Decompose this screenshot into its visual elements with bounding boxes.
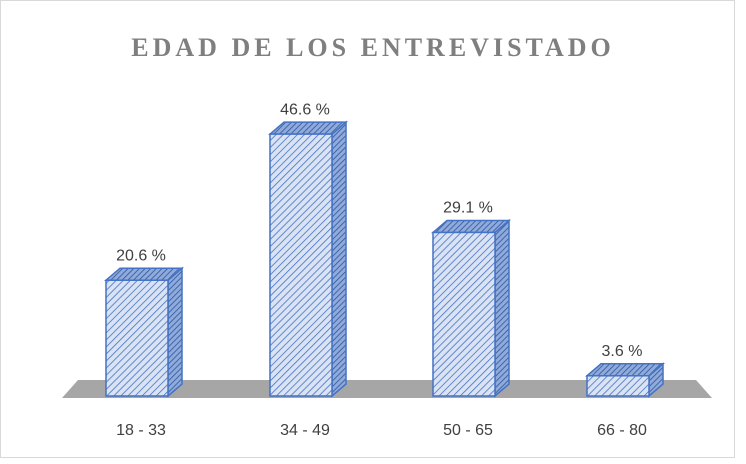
floor — [62, 380, 712, 398]
bar — [586, 375, 650, 397]
bar — [432, 231, 496, 397]
data-label: 46.6 % — [280, 101, 330, 118]
data-label: 20.6 % — [116, 247, 166, 264]
x-tick-label: 50 - 65 — [443, 422, 493, 439]
data-label: 3.6 % — [602, 343, 643, 360]
data-label: 29.1 % — [443, 200, 493, 217]
chart-title: EDAD DE LOS ENTREVISTADO — [131, 33, 614, 62]
bar-top — [267, 121, 349, 135]
bar-top — [584, 363, 666, 377]
bar-side — [494, 218, 510, 398]
bar-top — [430, 219, 512, 234]
x-tick-label: 66 - 80 — [597, 422, 647, 439]
x-tick-label: 34 - 49 — [280, 422, 330, 439]
bar — [105, 279, 169, 397]
bar-side — [331, 120, 347, 398]
bar-side — [167, 266, 183, 398]
bar-top — [103, 267, 185, 281]
x-tick-label: 18 - 33 — [116, 422, 166, 439]
bar — [269, 133, 333, 397]
